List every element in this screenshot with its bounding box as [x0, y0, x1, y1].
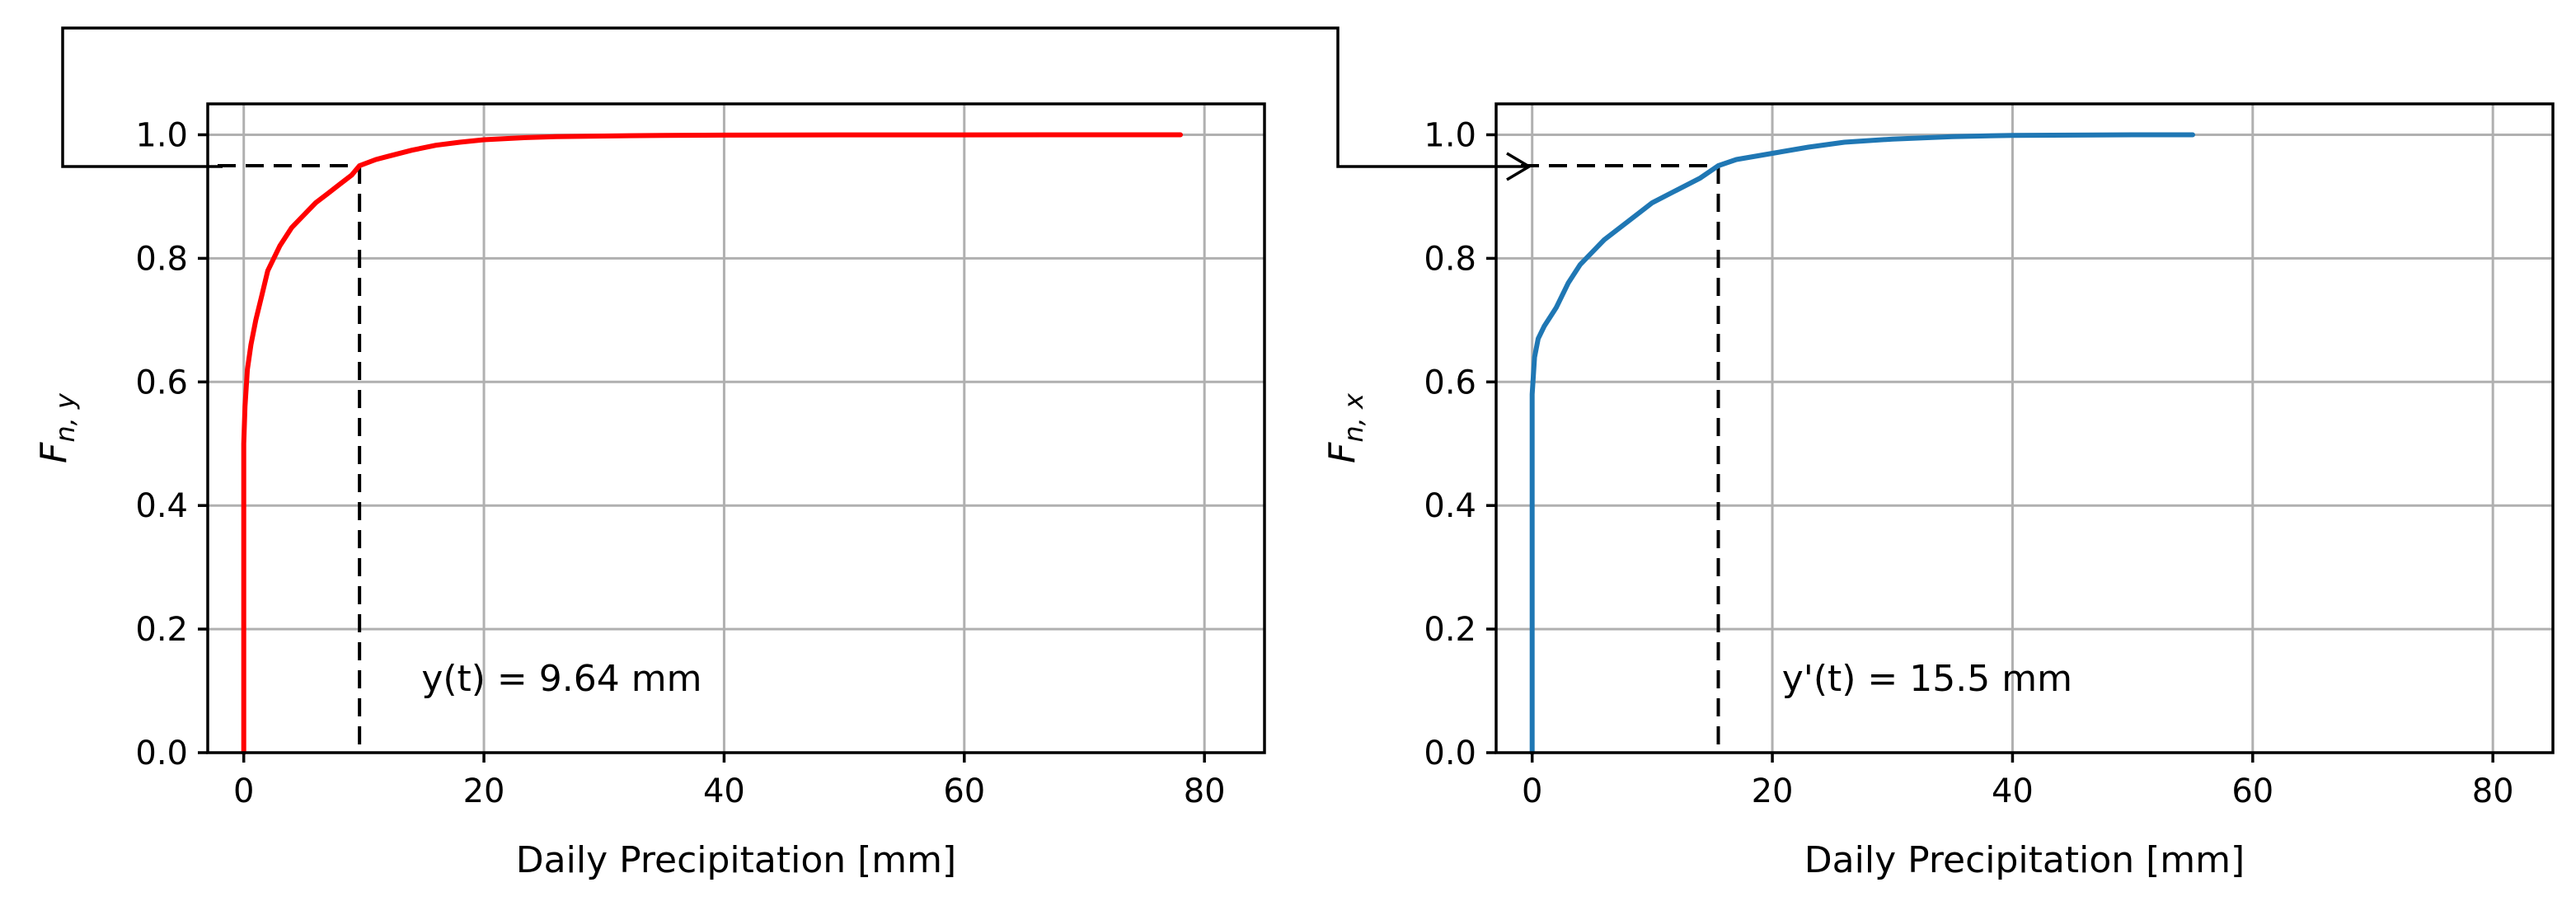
x-axis-ticks: 0 20 40 60 80 [233, 753, 1226, 810]
y-axis-ticks: 0.0 0.2 0.4 0.6 0.8 1.0 [135, 116, 208, 772]
series-line [1529, 132, 2195, 755]
threshold-annotation: y(t) = 9.64 mm [421, 658, 701, 700]
threshold-annotation: y'(t) = 15.5 mm [1782, 658, 2072, 700]
x-axis-ticks: 0 20 40 60 80 [1522, 753, 2514, 810]
connector-line [61, 26, 1527, 168]
x-tick-label: 20 [1752, 772, 1794, 810]
y-tick-label: 1.0 [135, 116, 188, 154]
y-tick-label: 0.8 [1424, 240, 1476, 278]
x-tick-label: 0 [1522, 772, 1542, 810]
y-axis-ticks: 0.0 0.2 0.4 0.6 0.8 1.0 [1424, 116, 1496, 772]
plot-frame [1494, 102, 2555, 754]
x-tick-label: 80 [2472, 772, 2514, 810]
grid [208, 104, 1265, 754]
cdf-curve [1529, 132, 2195, 755]
y-tick-label: 0.6 [1424, 364, 1476, 401]
plot-frame [206, 102, 1266, 754]
x-tick-label: 80 [1184, 772, 1226, 810]
x-tick-label: 0 [233, 772, 254, 810]
y-axis-label: Fn, y [33, 392, 81, 463]
y-tick-label: 0.0 [135, 735, 188, 772]
x-tick-label: 60 [2231, 772, 2273, 810]
cdf-panel-left: 0 20 40 60 80 0.0 0.2 0.4 0.6 0.8 1.0 Daily Preci… [33, 102, 1266, 881]
x-tick-label: 60 [943, 772, 985, 810]
y-tick-label: 0.2 [135, 611, 188, 649]
y-tick-label: 0.4 [135, 487, 188, 525]
x-tick-label: 20 [463, 772, 505, 810]
y-tick-label: 0.4 [1424, 487, 1476, 525]
y-tick-label: 0.2 [1424, 611, 1476, 649]
x-axis-label: Daily Precipitation [mm] [516, 839, 956, 881]
cdf-panel-right: 0 20 40 60 80 0.0 0.2 0.4 0.6 0.8 1.0 Daily Preci… [1321, 102, 2555, 881]
x-axis-label: Daily Precipitation [mm] [1804, 839, 2245, 881]
reference-lines [1521, 163, 1720, 753]
x-tick-label: 40 [703, 772, 745, 810]
y-axis-label: Fn, x [1321, 392, 1369, 463]
y-tick-label: 0.0 [1424, 735, 1476, 772]
x-tick-label: 40 [1992, 772, 2034, 810]
cdf-curve [241, 132, 1183, 755]
y-tick-label: 1.0 [1424, 116, 1476, 154]
y-tick-label: 0.8 [135, 240, 188, 278]
y-tick-label: 0.6 [135, 364, 188, 401]
reference-lines [218, 163, 362, 753]
series-line [241, 132, 1183, 755]
